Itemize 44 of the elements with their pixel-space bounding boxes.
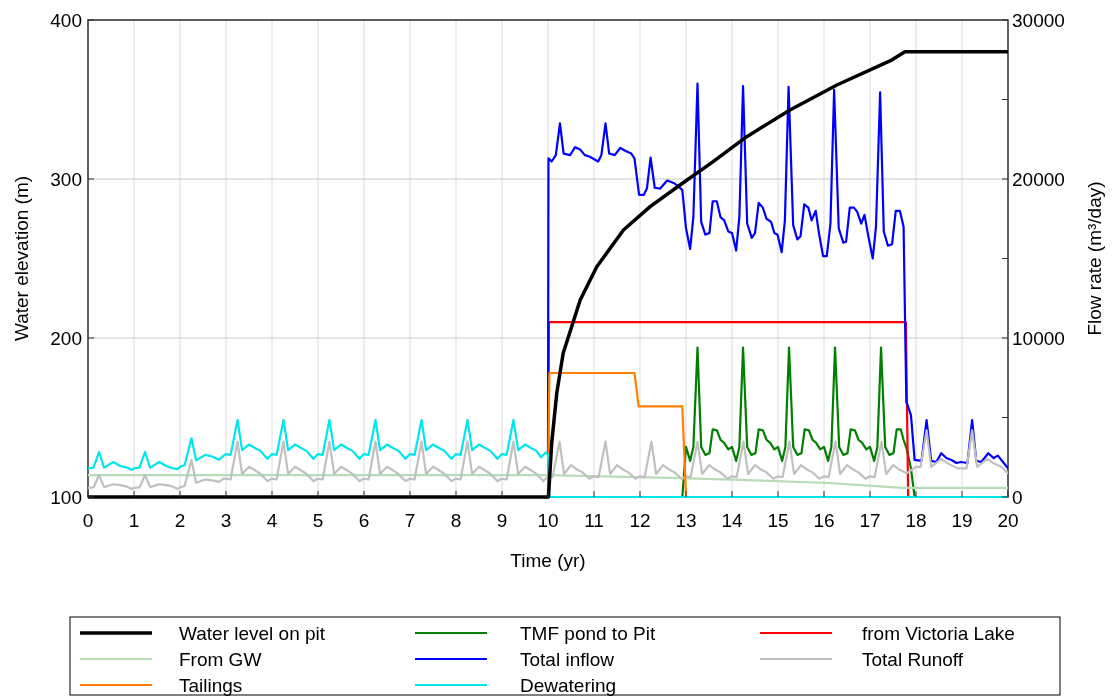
legend-label: from Victoria Lake [862,623,1015,644]
x-tick-label: 10 [537,510,559,531]
x-tick-label: 17 [859,510,881,531]
x-tick-label: 11 [584,510,604,531]
x-tick-label: 6 [358,510,370,531]
x-tick-label: 8 [450,510,462,531]
x-tick-label: 0 [82,510,94,531]
x-axis-title: Time (yr) [510,550,586,571]
x-tick-label: 9 [496,510,508,531]
legend-label: TMF pond to Pit [520,623,656,644]
x-tick-label: 14 [721,510,743,531]
x-tick-label: 7 [404,510,416,531]
line-series [88,429,1008,491]
y2-tick-label: 10000 [1012,328,1065,349]
legend-label: From GW [179,649,262,670]
x-tick-label: 15 [767,510,789,531]
x-tick-label: 4 [266,510,278,531]
legend-label: Total inflow [520,649,615,670]
y-axis-title: Water elevation (m) [11,175,32,342]
y2-tick-label: 30000 [1012,10,1065,31]
y2-tick-label: 0 [1012,487,1023,508]
line-series [88,473,1008,490]
x-tick-label: 3 [220,510,232,531]
y2-axis-title: Flow rate (m³/day) [1084,181,1105,336]
x-tick-label: 12 [629,510,651,531]
x-tick-label: 20 [997,510,1019,531]
line-series [88,50,1008,499]
y-tick-label: 300 [50,169,82,190]
legend-label: Water level on pit [179,623,326,644]
y-tick-label: 200 [50,328,82,349]
x-tick-label: 19 [951,510,973,531]
line-series [546,82,1008,470]
x-tick-label: 18 [905,510,927,531]
x-tick-label: 13 [675,510,697,531]
y-tick-label: 400 [50,10,82,31]
legend-label: Dewatering [520,675,617,696]
y2-tick-label: 20000 [1012,169,1065,190]
legend-label: Tailings [179,675,243,696]
x-tick-label: 1 [128,510,140,531]
x-tick-label: 2 [174,510,186,531]
legend-label: Total Runoff [862,649,964,670]
x-tick-label: 16 [813,510,835,531]
x-tick-label: 5 [312,510,324,531]
y-tick-label: 100 [50,487,82,508]
